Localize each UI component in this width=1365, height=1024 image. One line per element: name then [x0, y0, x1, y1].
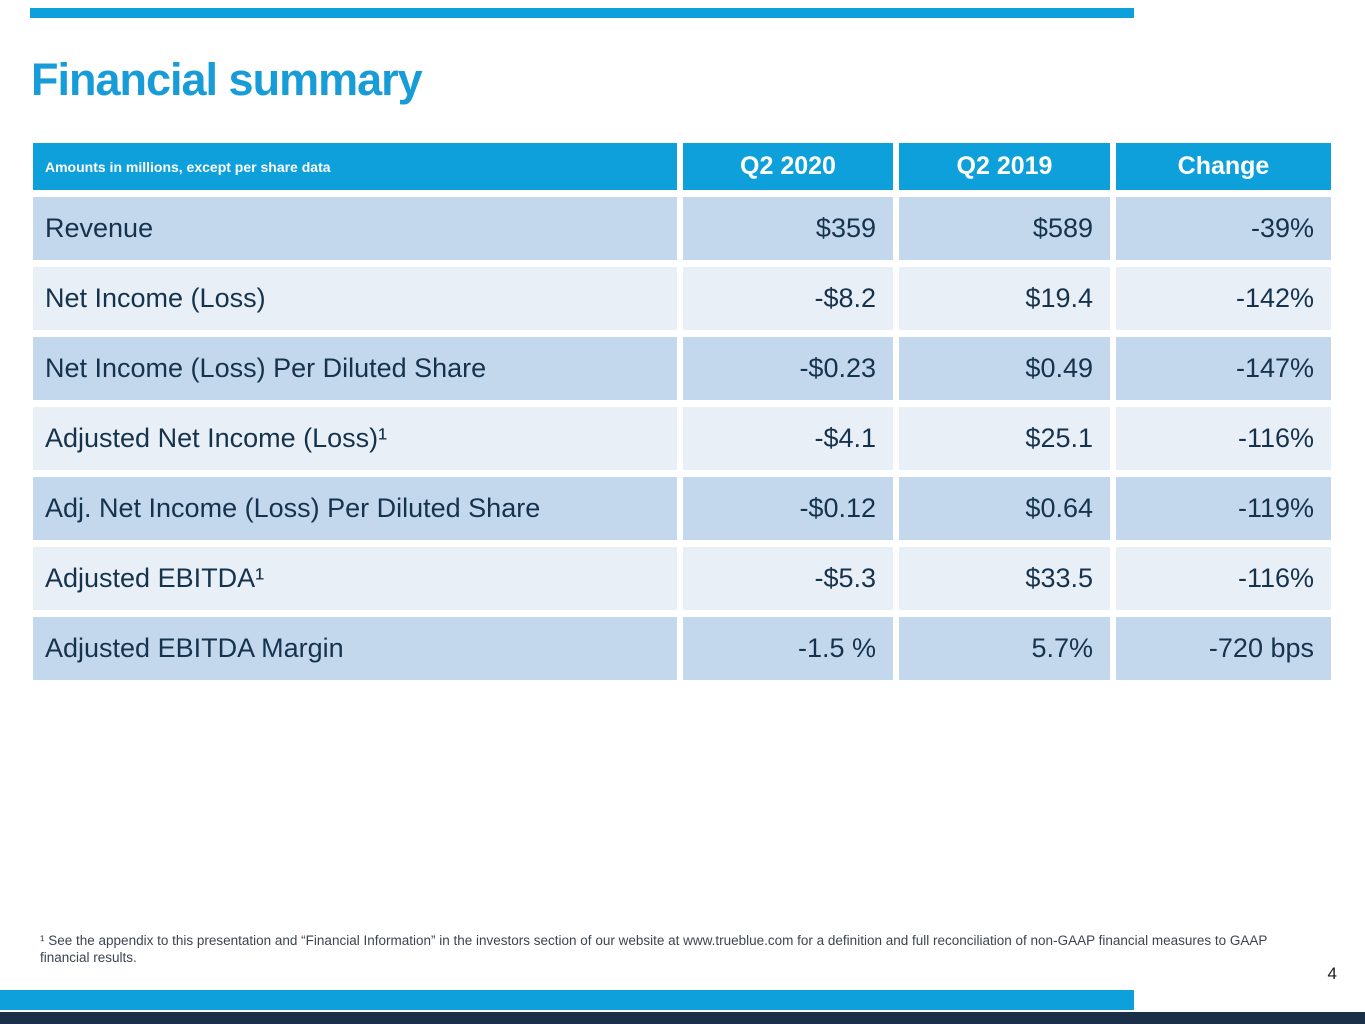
value-q2-2020: -$0.23: [683, 337, 893, 400]
row-label: Net Income (Loss): [33, 267, 677, 330]
value-change: -39%: [1116, 197, 1331, 260]
value-q2-2020: -$8.2: [683, 267, 893, 330]
page-number: 4: [1327, 964, 1337, 983]
page-title: Financial summary: [31, 54, 423, 105]
value-q2-2020: -$0.12: [683, 477, 893, 540]
table-row: Adjusted EBITDA¹ -$5.3 $33.5 -116%: [33, 547, 1331, 610]
column-header-q2-2020: Q2 2020: [683, 143, 893, 190]
financial-summary-table: Amounts in millions, except per share da…: [33, 143, 1331, 687]
row-label: Net Income (Loss) Per Diluted Share: [33, 337, 677, 400]
table-caption: Amounts in millions, except per share da…: [33, 143, 677, 190]
value-q2-2020: -1.5 %: [683, 617, 893, 680]
row-label: Revenue: [33, 197, 677, 260]
bottom-accent-bar: [0, 990, 1134, 1010]
footer-bar: [0, 1012, 1365, 1024]
value-change: -116%: [1116, 407, 1331, 470]
row-label: Adjusted EBITDA Margin: [33, 617, 677, 680]
row-label: Adjusted Net Income (Loss)¹: [33, 407, 677, 470]
value-change: -720 bps: [1116, 617, 1331, 680]
value-q2-2019: $589: [899, 197, 1110, 260]
table-body: Revenue $359 $589 -39% Net Income (Loss) -$8.…: [33, 197, 1331, 680]
value-q2-2020: $359: [683, 197, 893, 260]
table-row: Adjusted EBITDA Margin -1.5 % 5.7% -720 bps: [33, 617, 1331, 680]
footnote: ¹ See the appendix to this presentation …: [40, 933, 1268, 965]
row-label: Adj. Net Income (Loss) Per Diluted Share: [33, 477, 677, 540]
table-header-row: Amounts in millions, except per share da…: [33, 143, 1331, 190]
table-row: Net Income (Loss) -$8.2 $19.4 -142%: [33, 267, 1331, 330]
value-q2-2019: $19.4: [899, 267, 1110, 330]
value-q2-2020: -$4.1: [683, 407, 893, 470]
value-q2-2019: $0.64: [899, 477, 1110, 540]
value-q2-2019: 5.7%: [899, 617, 1110, 680]
row-label: Adjusted EBITDA¹: [33, 547, 677, 610]
value-change: -147%: [1116, 337, 1331, 400]
table-row: Adj. Net Income (Loss) Per Diluted Share…: [33, 477, 1331, 540]
table-row: Revenue $359 $589 -39%: [33, 197, 1331, 260]
value-change: -119%: [1116, 477, 1331, 540]
value-q2-2020: -$5.3: [683, 547, 893, 610]
value-q2-2019: $25.1: [899, 407, 1110, 470]
column-header-q2-2019: Q2 2019: [899, 143, 1110, 190]
table-row: Adjusted Net Income (Loss)¹ -$4.1 $25.1 -11…: [33, 407, 1331, 470]
value-q2-2019: $33.5: [899, 547, 1110, 610]
table-row: Net Income (Loss) Per Diluted Share -$0.2…: [33, 337, 1331, 400]
value-change: -142%: [1116, 267, 1331, 330]
value-q2-2019: $0.49: [899, 337, 1110, 400]
top-accent-bar: [30, 8, 1134, 18]
column-header-change: Change: [1116, 143, 1331, 190]
value-change: -116%: [1116, 547, 1331, 610]
